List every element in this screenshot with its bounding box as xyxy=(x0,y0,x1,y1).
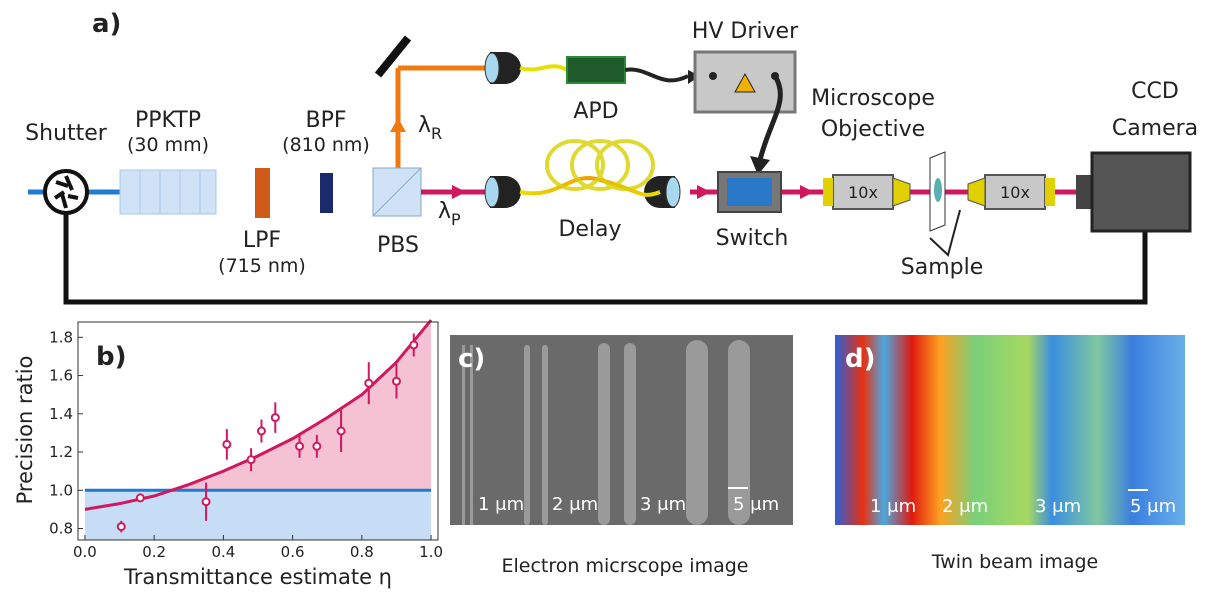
y-tick-label: 1.0 xyxy=(49,481,73,499)
y-tick-label: 1.6 xyxy=(49,367,73,385)
scale-label: 2 μm xyxy=(552,494,598,515)
data-point xyxy=(203,498,210,505)
label: BPF xyxy=(305,108,346,133)
data-point xyxy=(137,494,144,501)
scale-label: 5 μm xyxy=(733,494,779,515)
data-point xyxy=(258,428,265,435)
electron-image: c) 1 μm 2 μm 3 μm 5 μm Electron micrscop… xyxy=(450,335,793,577)
switch-cell xyxy=(727,178,772,206)
ccd-front xyxy=(1076,175,1092,209)
data-point xyxy=(393,378,400,385)
label: Switch xyxy=(716,226,789,251)
arrow xyxy=(390,118,406,132)
data-point xyxy=(223,441,230,448)
y-tick-label: 1.8 xyxy=(49,328,73,346)
subscript: R xyxy=(431,124,442,143)
data-point xyxy=(118,523,125,530)
objective-tip xyxy=(823,178,833,206)
objective-tip xyxy=(893,178,910,206)
scale-label: 2 μm xyxy=(942,496,988,517)
label: Microscope xyxy=(811,86,935,111)
arrow xyxy=(697,185,711,199)
y-tick-label: 1.2 xyxy=(49,443,73,461)
data-point xyxy=(272,414,279,421)
label: PPKTP xyxy=(135,108,201,133)
panel-label: b) xyxy=(96,342,127,372)
data-point xyxy=(296,443,303,450)
data-point xyxy=(410,341,417,348)
label: (30 mm) xyxy=(127,134,209,156)
signal-cable xyxy=(625,70,688,81)
arrow xyxy=(800,185,814,199)
x-tick-label: 0.4 xyxy=(211,543,235,561)
label: APD xyxy=(573,99,618,124)
sample xyxy=(934,178,942,202)
panel-label: d) xyxy=(845,344,876,374)
symbol: λ xyxy=(438,199,451,224)
ppktp-crystal xyxy=(120,170,216,214)
label: Delay xyxy=(558,217,621,242)
objective-tip xyxy=(1045,178,1055,206)
panel-label: c) xyxy=(458,344,485,374)
data-point xyxy=(338,428,345,435)
subscript: P xyxy=(451,210,461,229)
label: λR xyxy=(418,113,442,143)
above-region xyxy=(85,320,431,509)
label: PBS xyxy=(377,233,419,258)
label: 10x xyxy=(848,183,878,202)
panel-label: a) xyxy=(92,9,121,39)
label: (810 nm) xyxy=(282,134,370,156)
lpf xyxy=(255,168,270,218)
ccd-camera xyxy=(1092,153,1190,231)
bpf xyxy=(320,173,333,213)
label: Camera xyxy=(1112,116,1198,141)
label: λP xyxy=(438,199,461,229)
scale-label: 3 μm xyxy=(1035,496,1081,517)
label: HV Driver xyxy=(692,19,799,44)
scale-label: 1 μm xyxy=(870,496,916,517)
data-point xyxy=(365,380,372,387)
objective-tip xyxy=(968,178,985,206)
chart: b) Transmittance estimate η Precision ra… xyxy=(13,320,443,589)
y-tick-label: 0.8 xyxy=(49,520,73,538)
y-axis-label: Precision ratio xyxy=(13,356,37,505)
symbol: λ xyxy=(418,113,431,138)
setup-diagram: a) Shutter PPKTP (30 mm) LPF xyxy=(25,9,1198,302)
data-point xyxy=(313,443,320,450)
x-tick-label: 0.8 xyxy=(350,543,374,561)
label: (715 nm) xyxy=(218,255,306,277)
x-tick-label: 0.6 xyxy=(281,543,305,561)
apd xyxy=(567,57,625,83)
scale-label: 3 μm xyxy=(640,494,686,515)
caption: Electron micrscope image xyxy=(502,555,749,577)
arrow xyxy=(452,185,466,199)
data-point xyxy=(248,456,255,463)
x-tick-label: 1.0 xyxy=(419,543,443,561)
figure: a) Shutter PPKTP (30 mm) LPF xyxy=(0,0,1205,589)
label: Objective xyxy=(821,117,925,142)
x-tick-label: 0.2 xyxy=(142,543,166,561)
label: LPF xyxy=(243,228,281,253)
x-axis-label: Transmittance estimate η xyxy=(123,565,392,589)
twin-beam-image: d) 1 μm 2 μm 3 μm 5 μm Twin beam image xyxy=(835,335,1185,573)
label: 10x xyxy=(1000,183,1030,202)
label: Shutter xyxy=(25,121,108,146)
fiber xyxy=(520,66,567,70)
x-tick-label: 0.0 xyxy=(73,543,97,561)
label: Sample xyxy=(901,255,984,280)
label: CCD xyxy=(1131,79,1179,104)
terminal xyxy=(709,72,717,80)
y-tick-label: 1.4 xyxy=(49,405,73,423)
scale-label: 5 μm xyxy=(1130,496,1176,517)
caption: Twin beam image xyxy=(931,551,1098,573)
scale-label: 1 μm xyxy=(478,494,524,515)
